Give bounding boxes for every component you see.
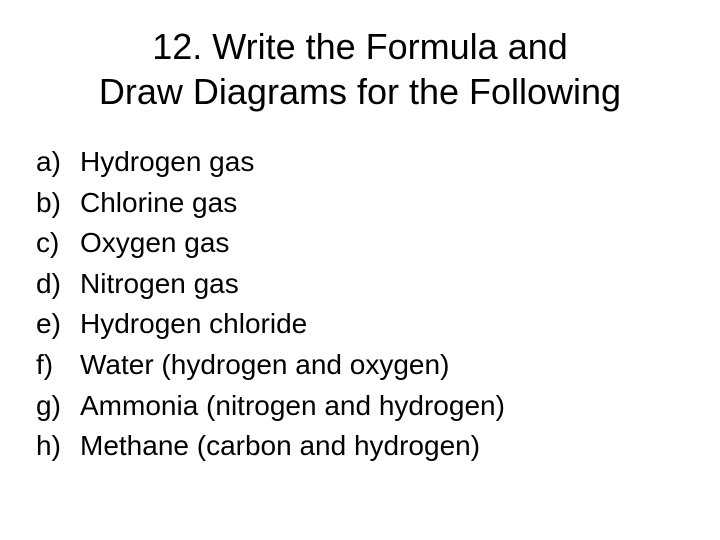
item-text-d: Nitrogen gas [80,264,684,305]
item-text-a: Hydrogen gas [80,142,684,183]
list-item: h) Methane (carbon and hydrogen) [36,426,684,467]
item-text-b: Chlorine gas [80,183,684,224]
item-marker-d: d) [36,264,80,305]
item-marker-c: c) [36,223,80,264]
slide: 12. Write the Formula and Draw Diagrams … [0,0,720,540]
list-item: e) Hydrogen chloride [36,304,684,345]
title-line-1: 12. Write the Formula and [152,26,568,67]
item-marker-e: e) [36,304,80,345]
list-item: a) Hydrogen gas [36,142,684,183]
item-text-h: Methane (carbon and hydrogen) [80,426,684,467]
list-item: f) Water (hydrogen and oxygen) [36,345,684,386]
item-marker-h: h) [36,426,80,467]
item-marker-b: b) [36,183,80,224]
item-marker-a: a) [36,142,80,183]
list-item: b) Chlorine gas [36,183,684,224]
item-text-g: Ammonia (nitrogen and hydrogen) [80,386,684,427]
list-item: g) Ammonia (nitrogen and hydrogen) [36,386,684,427]
question-list: a) Hydrogen gas b) Chlorine gas c) Oxyge… [36,142,684,467]
list-item: d) Nitrogen gas [36,264,684,305]
item-marker-g: g) [36,386,80,427]
slide-title: 12. Write the Formula and Draw Diagrams … [36,24,684,114]
item-marker-f: f) [36,345,80,386]
item-text-f: Water (hydrogen and oxygen) [80,345,684,386]
list-item: c) Oxygen gas [36,223,684,264]
item-text-c: Oxygen gas [80,223,684,264]
item-text-e: Hydrogen chloride [80,304,684,345]
title-line-2: Draw Diagrams for the Following [99,71,621,112]
